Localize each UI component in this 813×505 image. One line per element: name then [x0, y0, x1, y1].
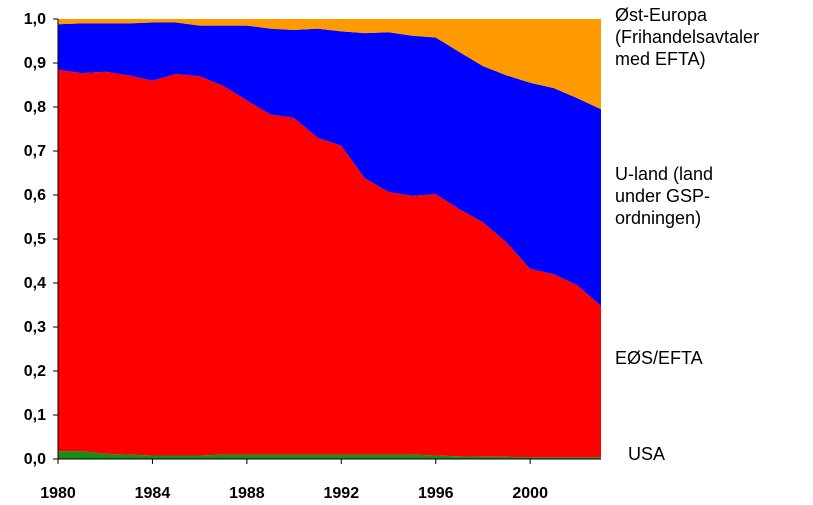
legend-label: EØS/EFTA — [615, 348, 703, 368]
y-tick-label: 0,4 — [24, 275, 46, 292]
y-tick-label: 0,7 — [24, 143, 46, 160]
area — [58, 22, 601, 306]
y-tick-label: 0,6 — [24, 187, 46, 204]
area — [58, 69, 601, 458]
legend-label: USA — [628, 444, 666, 464]
area — [58, 19, 601, 110]
y-tick-label: 1,0 — [24, 11, 46, 28]
x-tick-label: 1992 — [324, 485, 360, 502]
x-tick-label: 1984 — [135, 485, 171, 502]
y-tick-label: 0,0 — [24, 451, 46, 468]
area — [58, 451, 601, 459]
y-tick-label: 0,5 — [24, 231, 46, 248]
legend-label: U-land (land under GSP- ordningen) — [615, 164, 714, 228]
y-tick-label: 0,9 — [24, 55, 46, 72]
x-tick-label: 1988 — [229, 485, 265, 502]
y-tick-label: 0,2 — [24, 363, 46, 380]
y-tick-label: 0,8 — [24, 99, 46, 116]
y-tick-label: 0,3 — [24, 319, 46, 336]
y-tick-label: 0,1 — [24, 407, 46, 424]
x-tick-label: 1980 — [40, 485, 76, 502]
x-tick-label: 2000 — [512, 485, 548, 502]
x-tick-label: 1996 — [418, 485, 454, 502]
legend-label: Øst-Europa (Frihandelsavtaler med EFTA) — [615, 5, 760, 69]
